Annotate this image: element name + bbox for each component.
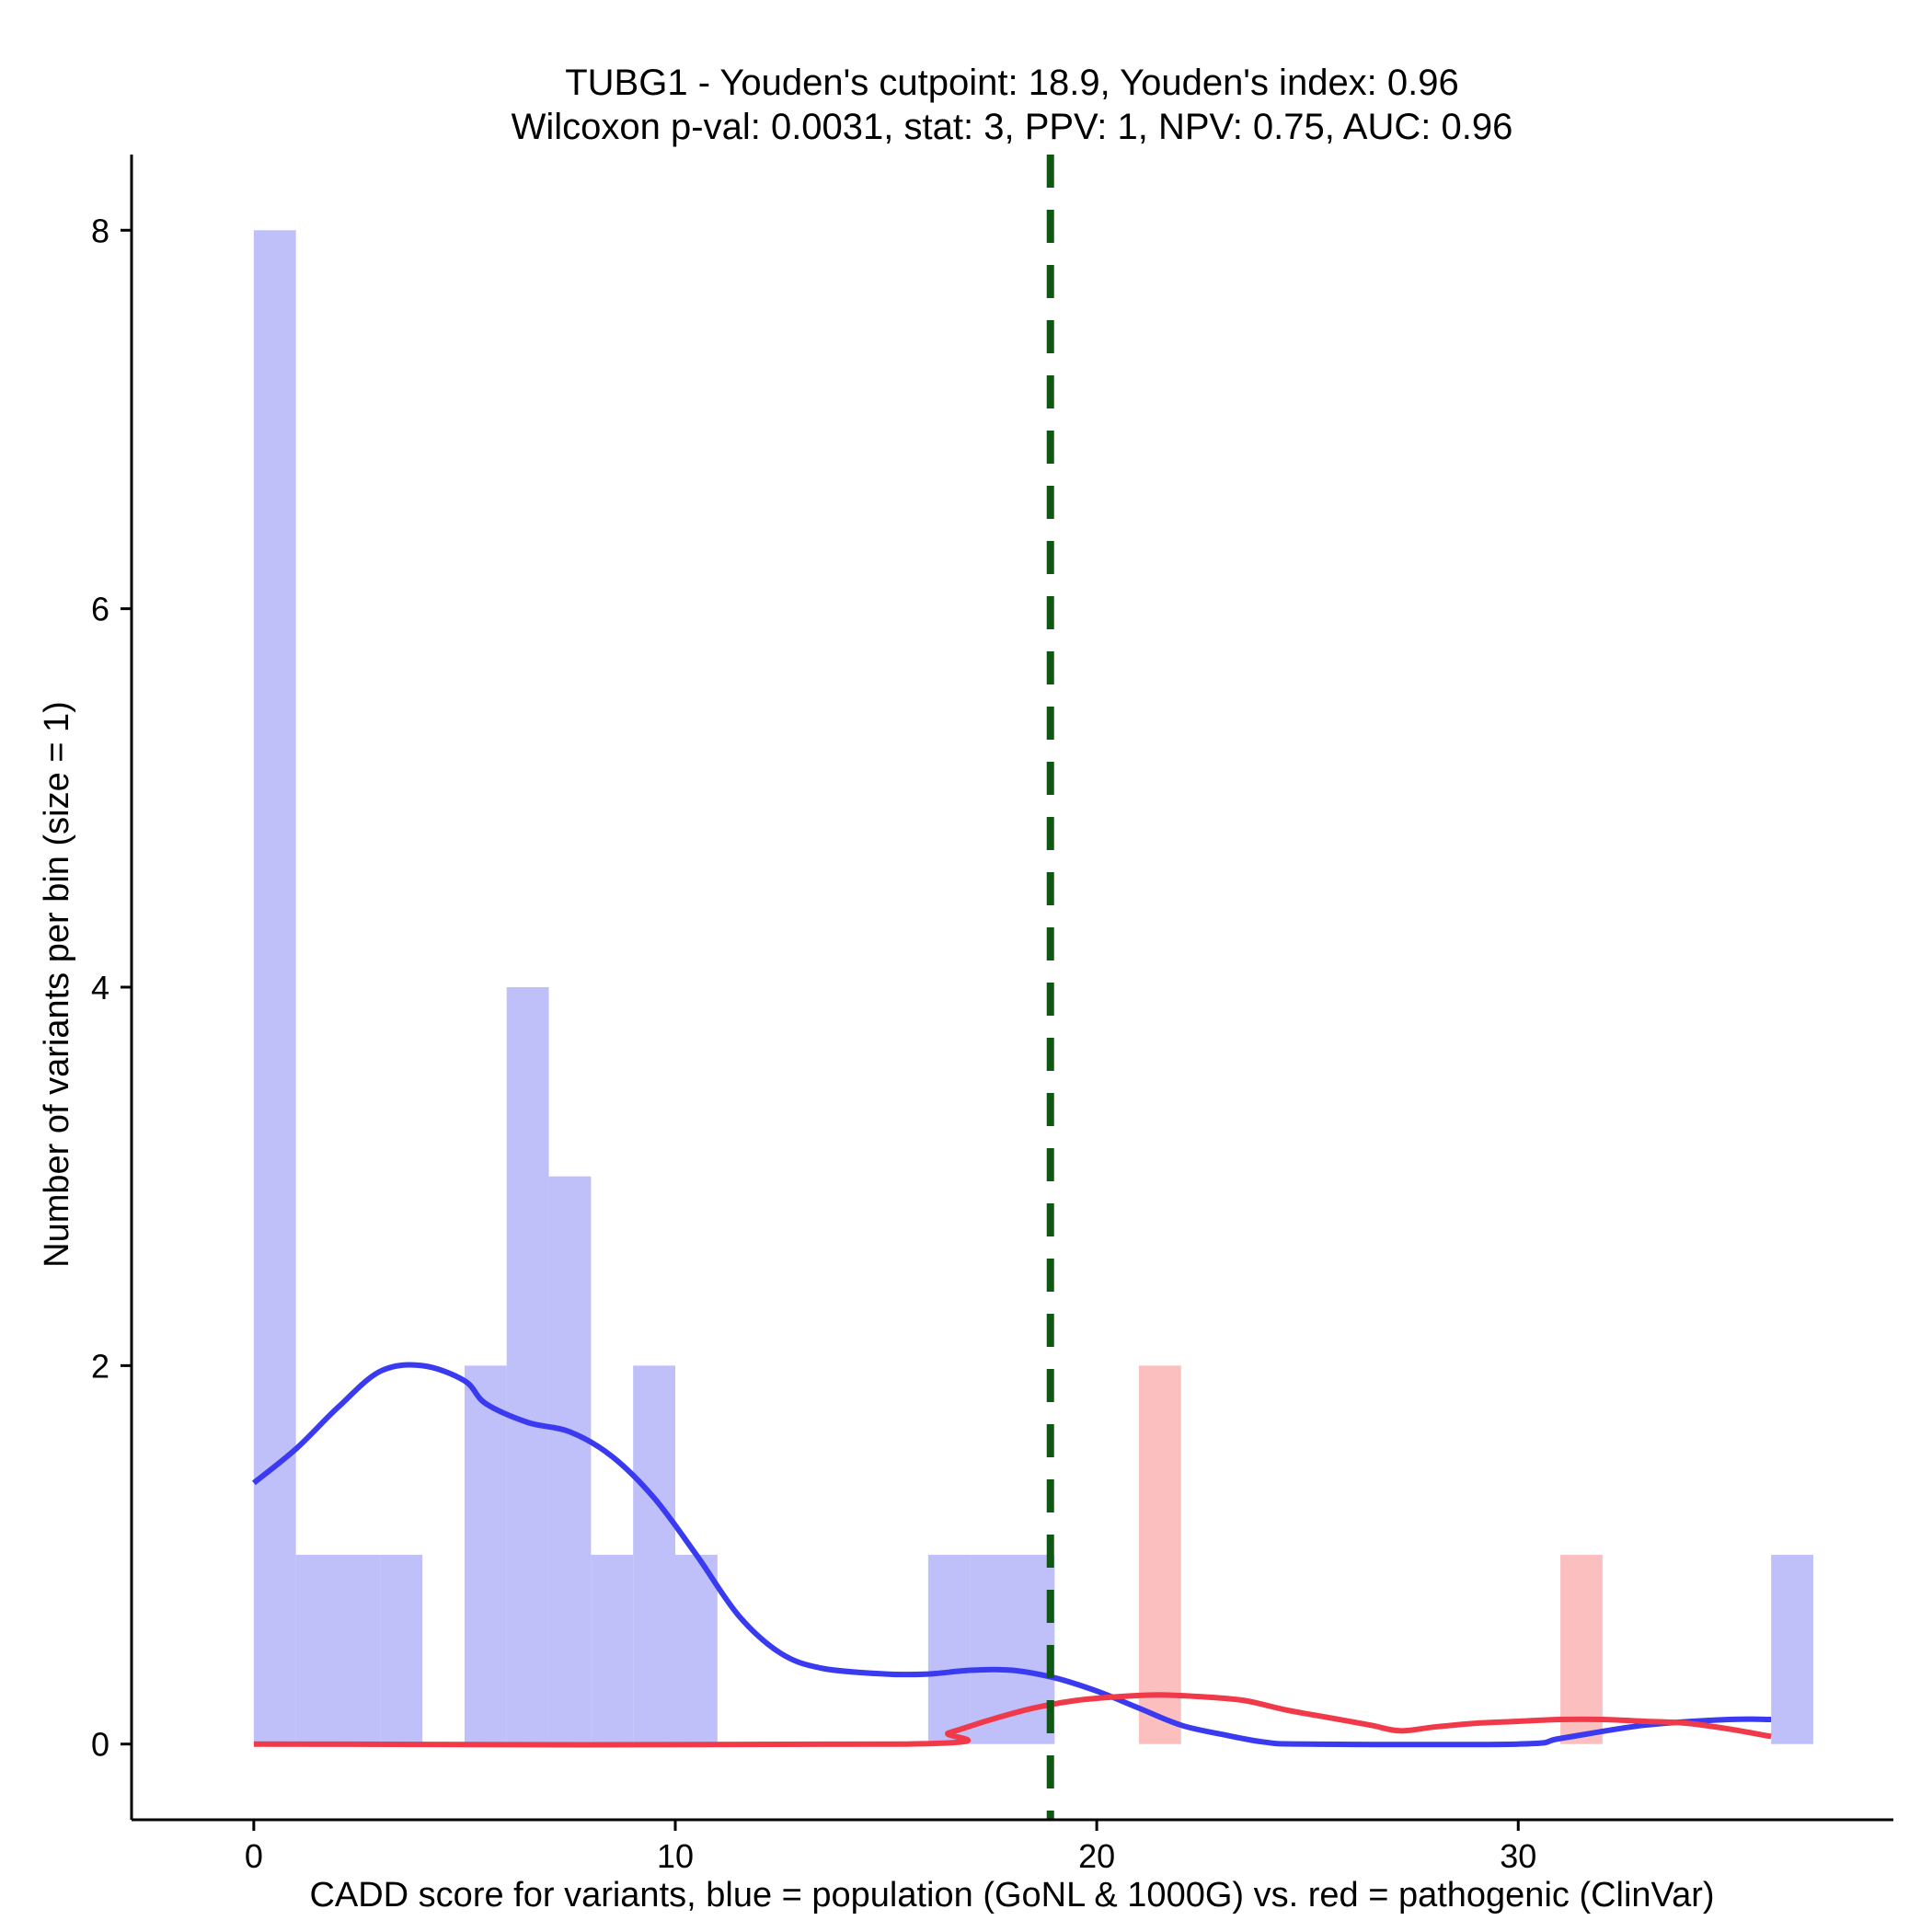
y-tick-label: 4 bbox=[91, 969, 109, 1006]
population-bar bbox=[633, 1365, 675, 1744]
x-axis-label: CADD score for variants, blue = populati… bbox=[309, 1876, 1714, 1915]
population-bar bbox=[674, 1555, 718, 1744]
population-density-line bbox=[252, 1362, 1772, 1748]
population-bar bbox=[927, 1555, 971, 1744]
pathogenic-bar bbox=[1138, 1365, 1181, 1744]
pathogenic-density-line bbox=[253, 1692, 1772, 1748]
population-bar bbox=[970, 1555, 1013, 1744]
population-bars bbox=[253, 230, 1813, 1744]
population-bar bbox=[253, 230, 296, 1744]
population-bar bbox=[591, 1555, 634, 1744]
y-tick-label: 2 bbox=[91, 1347, 109, 1385]
population-bar bbox=[1771, 1555, 1813, 1744]
y-tick-label: 6 bbox=[91, 591, 109, 628]
y-axis-label: Number of variants per bin (size = 1) bbox=[38, 701, 76, 1268]
population-bar bbox=[338, 1555, 381, 1744]
density-lines bbox=[252, 1362, 1772, 1748]
population-bar bbox=[380, 1555, 423, 1744]
population-bar bbox=[506, 987, 549, 1744]
x-tick-label: 0 bbox=[245, 1837, 263, 1875]
population-bar bbox=[464, 1365, 507, 1744]
y-tick-label: 8 bbox=[91, 212, 109, 249]
x-tick-label: 20 bbox=[1078, 1837, 1115, 1875]
y-tick-label: 0 bbox=[91, 1726, 109, 1764]
chart-subtitle: Wilcoxon p-val: 0.0031, stat: 3, PPV: 1,… bbox=[512, 107, 1513, 147]
population-bar bbox=[548, 1176, 592, 1744]
population-bar bbox=[295, 1555, 339, 1744]
pathogenic-bar bbox=[1560, 1555, 1603, 1744]
x-tick-label: 30 bbox=[1500, 1837, 1536, 1875]
x-axis-ticks: 0 10 20 30 bbox=[245, 1820, 1536, 1875]
chart-title: TUBG1 - Youden's cutpoint: 18.9, Youden'… bbox=[565, 63, 1459, 103]
pathogenic-bars bbox=[1138, 1365, 1603, 1744]
x-tick-label: 10 bbox=[657, 1837, 694, 1875]
y-axis-ticks: 0 2 4 6 8 bbox=[91, 212, 132, 1764]
